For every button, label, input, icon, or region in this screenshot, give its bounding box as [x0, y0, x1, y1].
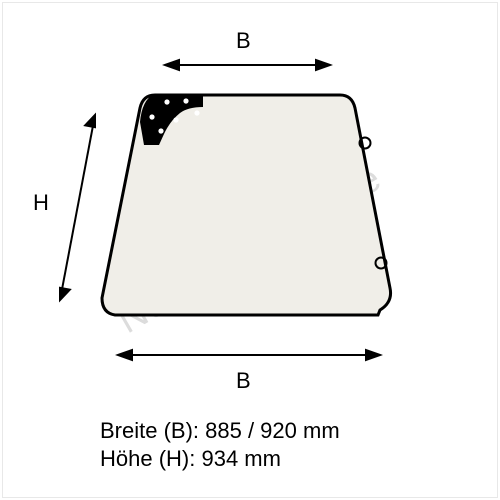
caption-line-2: Höhe (H): 934 mm: [100, 446, 281, 472]
dimension-left: [60, 115, 95, 300]
label-top-B: B: [236, 28, 251, 54]
label-bottom-B: B: [236, 368, 251, 394]
dimension-bottom: [118, 350, 380, 360]
dimension-top: [165, 60, 330, 70]
diagram-container: { "watermark": { "text": "NuFa Ersatztei…: [0, 0, 500, 500]
caption-line-1: Breite (B): 885 / 920 mm: [100, 418, 340, 444]
label-left-H: H: [33, 190, 49, 216]
